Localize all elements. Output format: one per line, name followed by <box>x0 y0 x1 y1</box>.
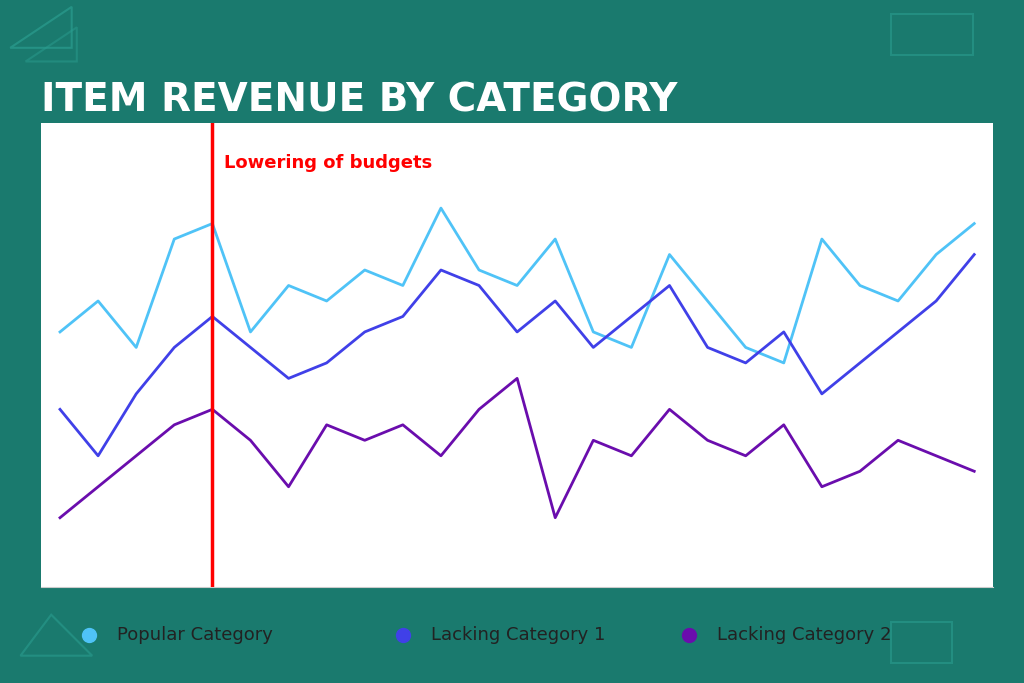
Text: Lacking Category 2: Lacking Category 2 <box>717 626 892 644</box>
Text: Popular Category: Popular Category <box>117 626 273 644</box>
Text: Lowering of budgets: Lowering of budgets <box>224 154 432 172</box>
Text: ITEM REVENUE BY CATEGORY: ITEM REVENUE BY CATEGORY <box>41 82 677 120</box>
Text: Lacking Category 1: Lacking Category 1 <box>431 626 606 644</box>
